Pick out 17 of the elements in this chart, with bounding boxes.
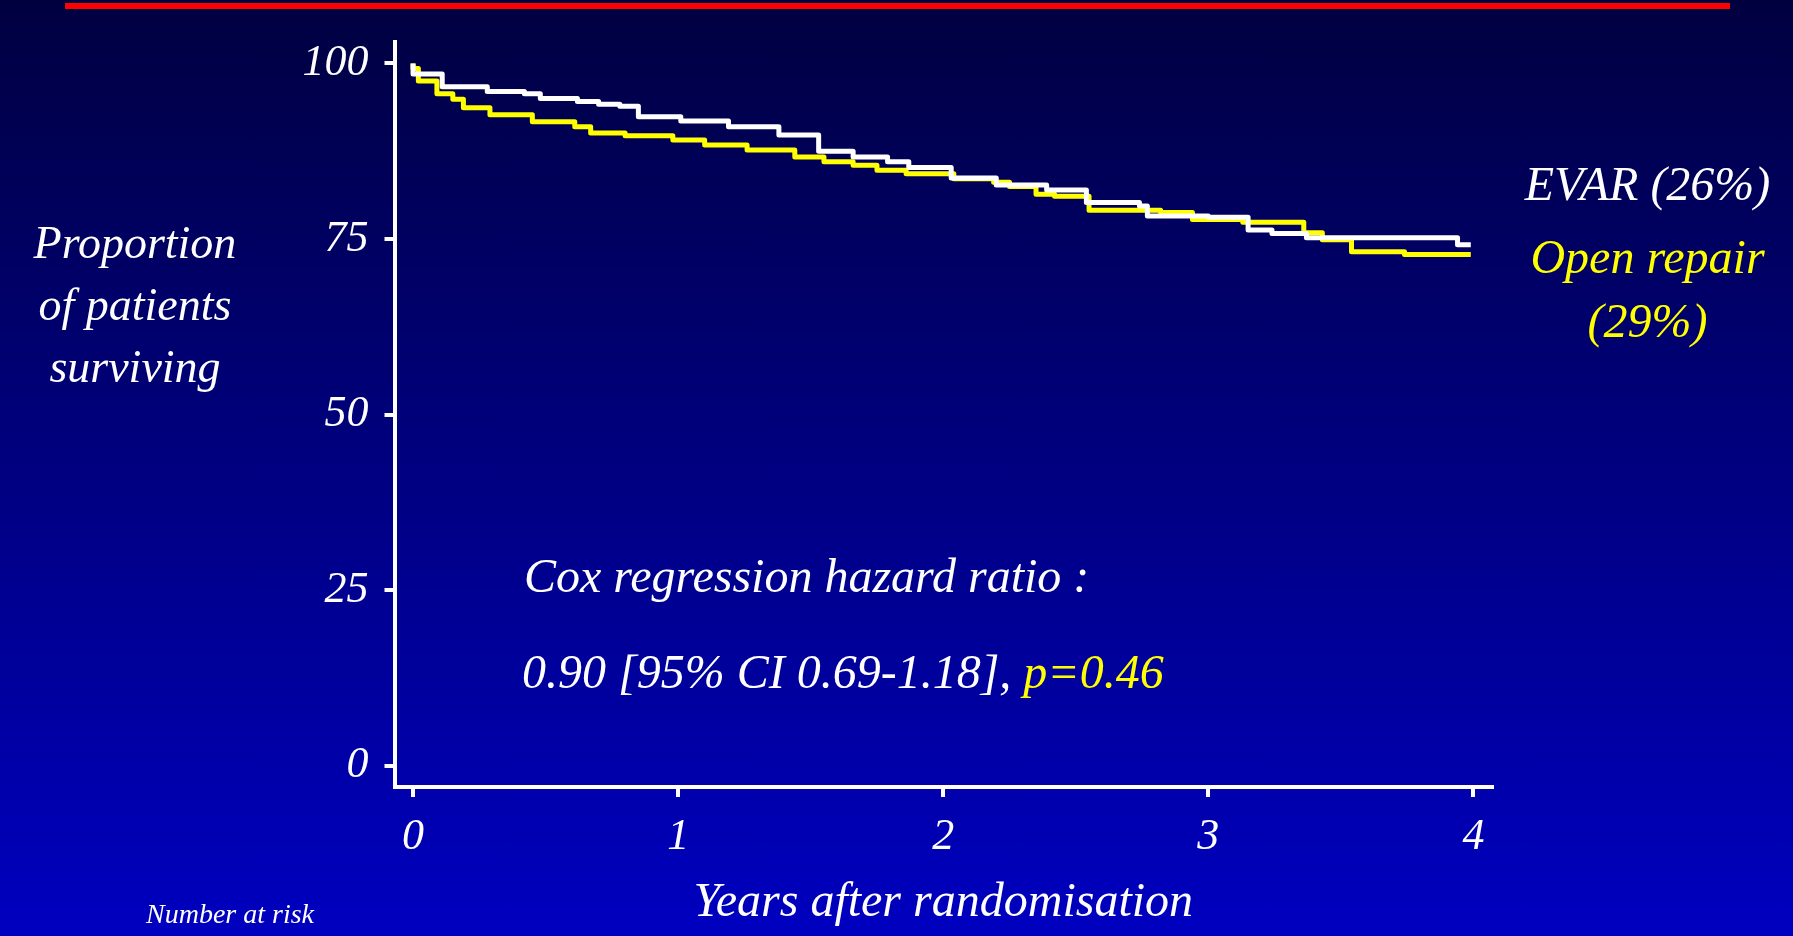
y-tick-label: 25 — [324, 562, 369, 612]
y-tick-label: 0 — [346, 738, 369, 788]
y-axis-title: Proportion of patients surviving — [32, 216, 238, 394]
x-axis-title: Years after randomisation — [693, 872, 1194, 926]
text: Number at risk — [146, 898, 314, 930]
annotation: 0.90 [95% CI 0.69-1.18], — [522, 645, 1012, 698]
annotation: Cox regression hazard ratio : — [524, 548, 1090, 603]
x-tick-label: 1 — [667, 809, 690, 859]
x-tick-label: 4 — [1462, 809, 1485, 859]
x-tick-label: 2 — [932, 809, 955, 859]
y-tick-label: 50 — [324, 387, 369, 437]
x-tick-label: 0 — [402, 809, 425, 859]
x-tick-label: 3 — [1196, 809, 1220, 859]
series-label: EVAR (26%) — [1523, 156, 1772, 213]
y-tick-label: 75 — [324, 211, 369, 261]
y-tick-label: 100 — [302, 36, 369, 86]
series-label: Open repair (29%) — [1529, 229, 1766, 350]
